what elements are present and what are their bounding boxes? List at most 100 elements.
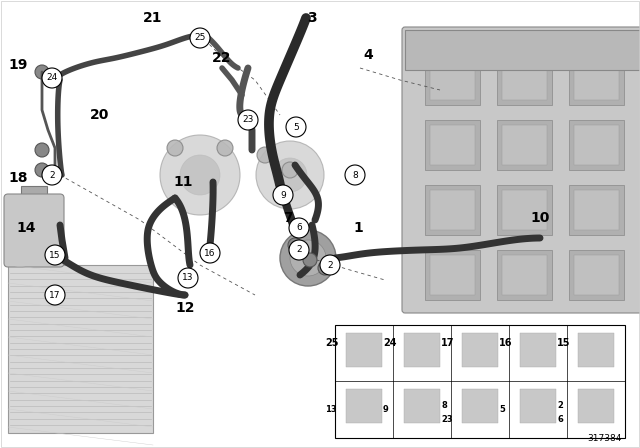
Circle shape bbox=[45, 245, 65, 265]
Circle shape bbox=[167, 140, 183, 156]
Bar bbox=[425, 250, 480, 300]
Bar bbox=[578, 389, 614, 423]
Circle shape bbox=[45, 285, 65, 305]
Circle shape bbox=[217, 140, 233, 156]
Bar bbox=[502, 190, 547, 230]
Bar bbox=[404, 333, 440, 367]
Circle shape bbox=[200, 243, 220, 263]
Bar bbox=[346, 333, 382, 367]
Bar bbox=[502, 125, 547, 165]
Circle shape bbox=[35, 65, 49, 79]
Circle shape bbox=[178, 268, 198, 288]
Text: 317384: 317384 bbox=[588, 434, 622, 443]
Circle shape bbox=[256, 141, 324, 209]
Bar bbox=[430, 60, 475, 100]
Text: 4: 4 bbox=[363, 48, 373, 62]
Circle shape bbox=[318, 261, 332, 275]
Circle shape bbox=[273, 158, 307, 192]
Bar bbox=[520, 389, 556, 423]
Text: 16: 16 bbox=[499, 338, 513, 348]
Bar bbox=[346, 389, 382, 423]
Text: 15: 15 bbox=[49, 250, 61, 259]
Bar bbox=[502, 60, 547, 100]
Bar bbox=[425, 55, 480, 105]
Text: 13: 13 bbox=[325, 405, 337, 414]
Text: 7: 7 bbox=[283, 211, 293, 225]
Text: 17: 17 bbox=[441, 338, 454, 348]
Text: 5: 5 bbox=[293, 122, 299, 132]
Text: 6: 6 bbox=[296, 224, 302, 233]
Circle shape bbox=[42, 165, 62, 185]
Bar bbox=[8, 265, 153, 433]
Bar bbox=[404, 389, 440, 423]
Bar bbox=[425, 185, 480, 235]
Text: 8: 8 bbox=[352, 171, 358, 180]
FancyBboxPatch shape bbox=[4, 194, 64, 267]
Bar bbox=[405, 30, 640, 70]
Bar bbox=[335, 325, 625, 438]
Text: 2: 2 bbox=[327, 260, 333, 270]
Text: 25: 25 bbox=[325, 338, 339, 348]
Text: 2: 2 bbox=[49, 171, 55, 180]
Text: 23: 23 bbox=[441, 415, 452, 425]
Circle shape bbox=[273, 185, 293, 205]
Circle shape bbox=[288, 238, 302, 252]
Circle shape bbox=[238, 110, 258, 130]
Circle shape bbox=[289, 240, 309, 260]
Text: 12: 12 bbox=[175, 301, 195, 315]
Text: 15: 15 bbox=[557, 338, 570, 348]
Text: 2: 2 bbox=[557, 401, 563, 409]
Text: 11: 11 bbox=[173, 175, 193, 189]
Bar bbox=[574, 60, 619, 100]
Text: 2: 2 bbox=[296, 246, 302, 254]
Bar bbox=[462, 389, 498, 423]
Bar bbox=[569, 120, 624, 170]
Circle shape bbox=[303, 253, 317, 267]
Bar bbox=[430, 125, 475, 165]
Text: 9: 9 bbox=[383, 405, 388, 414]
Text: 24: 24 bbox=[46, 73, 58, 82]
Bar bbox=[574, 255, 619, 295]
Circle shape bbox=[345, 165, 365, 185]
Circle shape bbox=[35, 143, 49, 157]
Bar bbox=[425, 120, 480, 170]
Bar bbox=[497, 55, 552, 105]
Bar bbox=[574, 125, 619, 165]
Bar bbox=[462, 333, 498, 367]
Bar bbox=[430, 255, 475, 295]
Text: 25: 25 bbox=[195, 34, 205, 43]
Bar bbox=[497, 185, 552, 235]
Circle shape bbox=[180, 155, 220, 195]
Text: 14: 14 bbox=[16, 221, 36, 235]
Text: 18: 18 bbox=[8, 171, 28, 185]
Circle shape bbox=[290, 240, 326, 276]
FancyBboxPatch shape bbox=[402, 27, 640, 313]
Bar bbox=[497, 120, 552, 170]
Circle shape bbox=[289, 218, 309, 238]
Bar bbox=[520, 333, 556, 367]
Circle shape bbox=[257, 147, 273, 163]
Circle shape bbox=[282, 162, 298, 178]
Text: 1: 1 bbox=[353, 221, 363, 235]
Bar bbox=[497, 250, 552, 300]
Text: 5: 5 bbox=[499, 405, 505, 414]
Circle shape bbox=[320, 255, 340, 275]
Circle shape bbox=[42, 68, 62, 88]
Text: 24: 24 bbox=[383, 338, 397, 348]
Text: 17: 17 bbox=[49, 290, 61, 300]
Text: 9: 9 bbox=[280, 190, 286, 199]
Bar bbox=[430, 190, 475, 230]
Bar bbox=[574, 190, 619, 230]
Text: 21: 21 bbox=[143, 11, 163, 25]
Text: 23: 23 bbox=[243, 116, 253, 125]
Bar bbox=[569, 185, 624, 235]
Bar bbox=[502, 255, 547, 295]
Text: 6: 6 bbox=[557, 415, 563, 425]
Text: 16: 16 bbox=[204, 249, 216, 258]
Text: 8: 8 bbox=[441, 401, 447, 409]
Text: 3: 3 bbox=[307, 11, 317, 25]
Text: 13: 13 bbox=[182, 273, 194, 283]
Circle shape bbox=[35, 163, 49, 177]
Text: 19: 19 bbox=[8, 58, 28, 72]
Text: 22: 22 bbox=[212, 51, 232, 65]
